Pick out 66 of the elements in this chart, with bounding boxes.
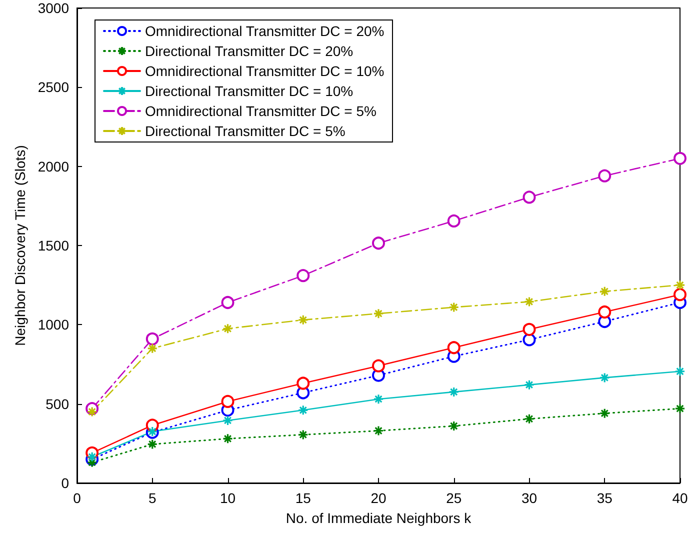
point	[221, 296, 234, 309]
x-tick-label: 0	[73, 490, 82, 506]
point	[298, 429, 308, 440]
y-tick-label: 1000	[38, 316, 70, 333]
y-tick-label: 2000	[38, 158, 70, 174]
legend-label: Omnidirectional Transmitter DC = 10%	[145, 63, 384, 79]
point	[372, 359, 385, 372]
point	[147, 438, 158, 450]
point	[298, 314, 308, 326]
legend-label: Omnidirectional Transmitter DC = 5%	[145, 103, 376, 119]
point	[522, 333, 536, 346]
point	[373, 308, 384, 319]
point	[522, 322, 536, 336]
point	[86, 457, 98, 468]
point	[598, 169, 612, 182]
point	[524, 296, 535, 308]
point	[599, 372, 610, 384]
y-axis-title: Neighbor Discovery Time (Slots)	[12, 145, 28, 346]
y-tick-label: 500	[46, 396, 70, 412]
point	[86, 452, 98, 462]
point	[448, 302, 460, 313]
x-tick-label: 25	[446, 490, 462, 506]
point	[221, 394, 234, 408]
x-tick-label: 20	[370, 490, 386, 506]
point	[222, 433, 234, 444]
point	[222, 415, 234, 426]
point	[447, 214, 460, 228]
point	[298, 404, 308, 416]
point	[373, 394, 384, 404]
point	[524, 380, 535, 390]
y-tick-label: 3000	[38, 0, 70, 16]
point	[146, 332, 159, 346]
x-axis-title: No. of Immediate Neighbors k	[286, 510, 472, 526]
point	[522, 190, 536, 204]
point	[86, 406, 98, 418]
point	[373, 425, 384, 436]
x-tick-label: 15	[295, 490, 312, 506]
point	[222, 323, 234, 334]
point	[674, 280, 686, 290]
point	[674, 403, 686, 414]
point	[448, 386, 460, 398]
y-tick-label: 2500	[38, 79, 70, 96]
x-tick-label: 5	[148, 490, 156, 506]
point	[372, 236, 385, 250]
point	[296, 376, 310, 390]
point	[674, 152, 686, 165]
x-tick-label: 35	[596, 490, 613, 506]
point	[296, 269, 310, 282]
point	[598, 306, 612, 318]
x-tick-label: 30	[521, 490, 538, 506]
y-tick-label: 1500	[38, 238, 70, 254]
point	[447, 341, 460, 354]
point	[674, 288, 686, 302]
point	[674, 366, 686, 377]
legend-label: Directional Transmitter DC = 20%	[145, 43, 354, 59]
legend-label: Directional Transmitter DC = 5%	[145, 123, 346, 139]
point	[599, 408, 610, 419]
point	[599, 286, 610, 297]
point	[448, 420, 460, 432]
point	[147, 343, 158, 354]
x-tick-label: 40	[672, 490, 688, 506]
legend-label: Omnidirectional Transmitter DC = 20%	[145, 23, 384, 39]
y-tick-label: 0	[61, 475, 70, 491]
point	[524, 414, 535, 424]
legend-label: Directional Transmitter DC = 10%	[145, 83, 354, 99]
x-tick-label: 10	[220, 490, 236, 506]
